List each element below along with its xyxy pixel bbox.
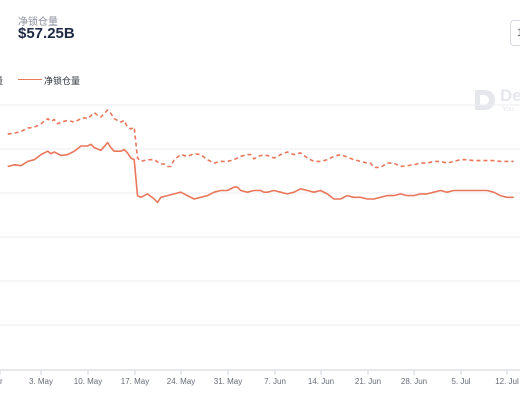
series-line-net-tvl[interactable] bbox=[7, 141, 514, 204]
legend-swatch-solid bbox=[18, 79, 42, 80]
x-tick-label: 10. May bbox=[74, 377, 102, 386]
chart-x-axis: r 3. May 10. May 17. May 24. May 31. May 7. Ju… bbox=[0, 370, 519, 386]
x-tick-label: 28. Jun bbox=[401, 377, 427, 386]
x-tick-label: 5. Jul bbox=[451, 377, 470, 386]
x-tick-label: 3. May bbox=[29, 377, 53, 386]
legend-text-partial: 量 bbox=[0, 74, 3, 87]
x-tick-label: r bbox=[0, 377, 3, 386]
chart-series bbox=[7, 109, 514, 204]
watermark-text: De bbox=[500, 86, 520, 105]
series-line-dashed[interactable] bbox=[7, 109, 514, 169]
metric-label: 净锁仓量 bbox=[18, 17, 58, 28]
x-tick-label: 14. Jun bbox=[308, 377, 334, 386]
x-tick-label: 7. Jun bbox=[264, 377, 286, 386]
x-tick-label: 21. Jun bbox=[355, 377, 381, 386]
x-tick-label: 17. May bbox=[121, 377, 149, 386]
x-tick-label: 24. May bbox=[167, 377, 195, 386]
x-tick-label: 12. Jul bbox=[495, 377, 519, 386]
legend-text-net-tvl: 净锁仓量 bbox=[44, 76, 81, 86]
range-button[interactable]: 1 bbox=[510, 20, 520, 46]
chart-grid bbox=[0, 104, 520, 371]
x-tick-label: 31. May bbox=[214, 377, 242, 386]
watermark-subtext: You bbox=[502, 106, 514, 113]
metric-value: $57.25B bbox=[18, 25, 75, 42]
